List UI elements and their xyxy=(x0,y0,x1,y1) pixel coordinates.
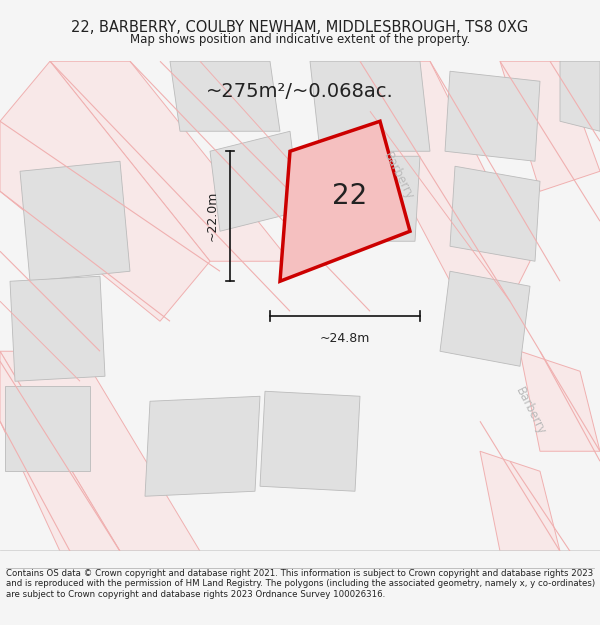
Text: ~22.0m: ~22.0m xyxy=(205,191,218,241)
Polygon shape xyxy=(145,396,260,496)
Text: ~275m²/~0.068ac.: ~275m²/~0.068ac. xyxy=(206,82,394,101)
Text: Barberry: Barberry xyxy=(512,385,548,438)
Polygon shape xyxy=(260,391,360,491)
Text: Contains OS data © Crown copyright and database right 2021. This information is : Contains OS data © Crown copyright and d… xyxy=(6,569,595,599)
Text: Map shows position and indicative extent of the property.: Map shows position and indicative extent… xyxy=(130,33,470,46)
Polygon shape xyxy=(170,61,280,131)
Polygon shape xyxy=(310,61,430,151)
Polygon shape xyxy=(50,61,290,261)
Text: ~24.8m: ~24.8m xyxy=(320,332,370,345)
Polygon shape xyxy=(360,61,530,301)
Polygon shape xyxy=(450,166,540,261)
Text: 22, BARBERRY, COULBY NEWHAM, MIDDLESBROUGH, TS8 0XG: 22, BARBERRY, COULBY NEWHAM, MIDDLESBROU… xyxy=(71,20,529,35)
Text: 22: 22 xyxy=(332,182,368,210)
Polygon shape xyxy=(440,271,530,366)
Polygon shape xyxy=(520,351,600,451)
Text: Barberry: Barberry xyxy=(380,150,416,202)
Polygon shape xyxy=(500,61,600,191)
Polygon shape xyxy=(10,276,105,381)
Polygon shape xyxy=(5,386,90,471)
Polygon shape xyxy=(0,61,210,321)
Polygon shape xyxy=(0,351,200,551)
Polygon shape xyxy=(560,61,600,131)
Polygon shape xyxy=(210,131,300,231)
Polygon shape xyxy=(305,156,420,241)
Polygon shape xyxy=(445,71,540,161)
Polygon shape xyxy=(280,121,410,281)
Polygon shape xyxy=(0,351,120,551)
Polygon shape xyxy=(20,161,130,281)
Polygon shape xyxy=(480,451,560,551)
